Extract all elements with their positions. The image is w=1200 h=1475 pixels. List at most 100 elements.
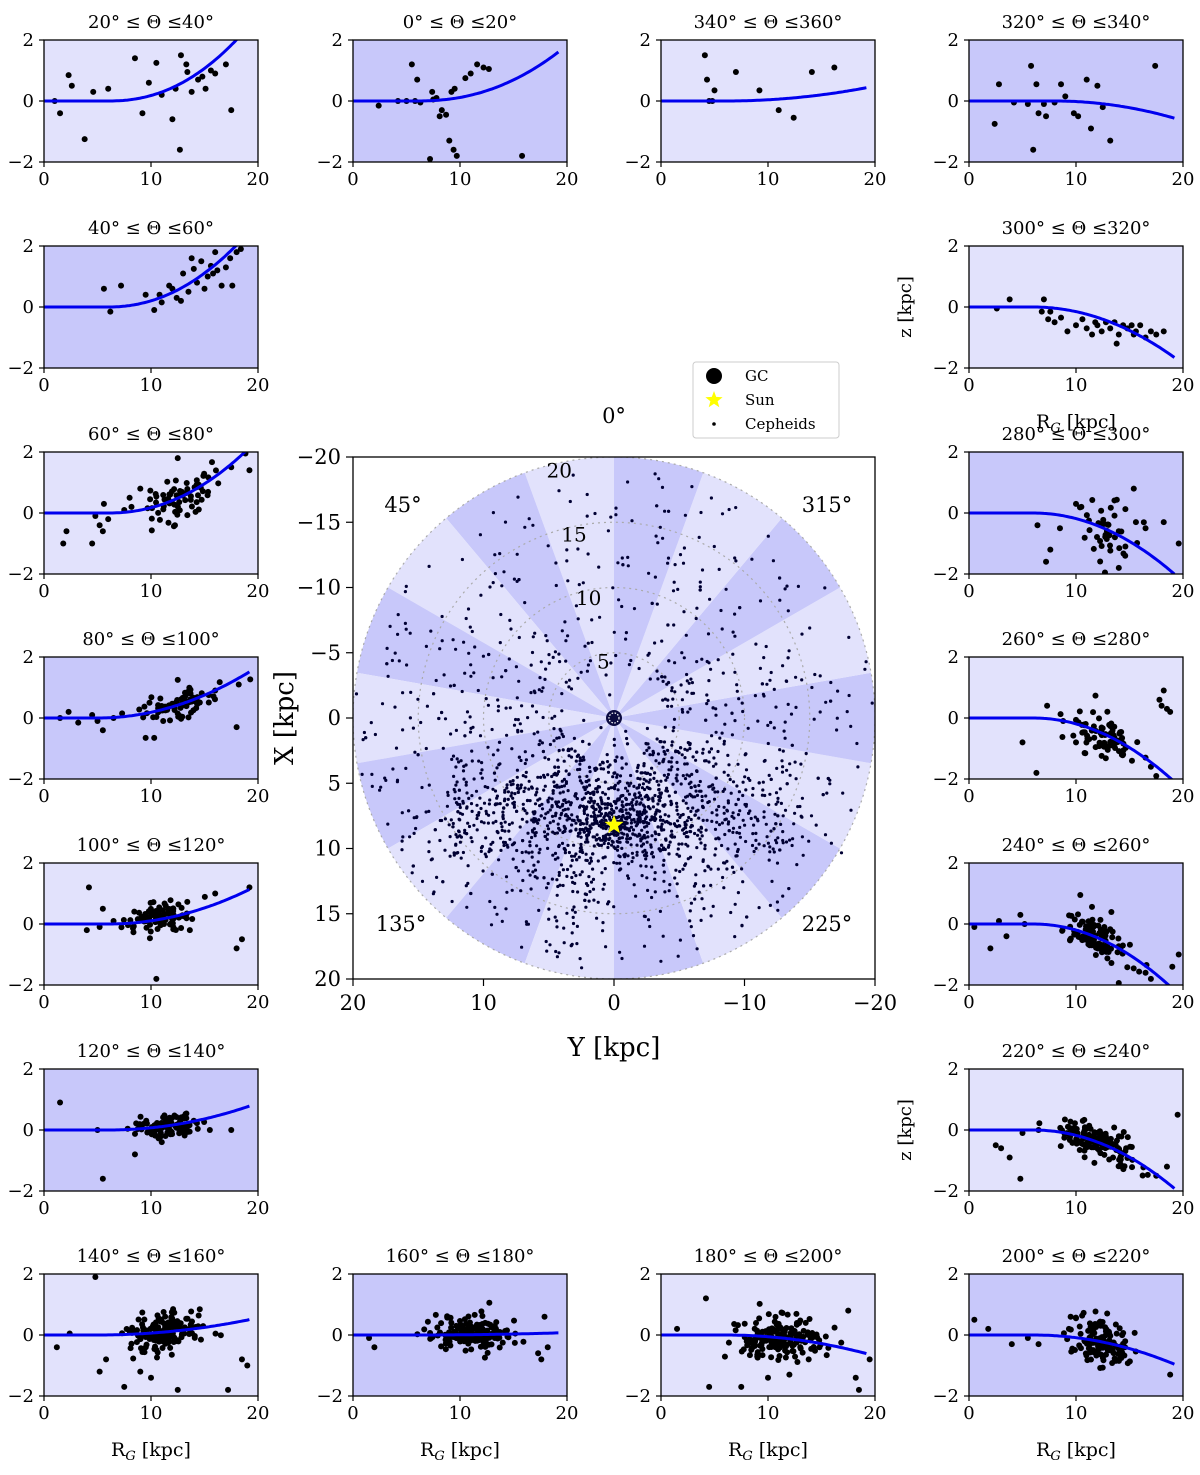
cepheid-point xyxy=(455,835,459,839)
cepheid-point xyxy=(503,820,507,824)
x-tick-label: 10 xyxy=(449,169,472,190)
cepheid-point xyxy=(655,504,659,508)
cepheid-point xyxy=(452,787,456,792)
cepheid-point xyxy=(726,801,731,805)
cepheid-point xyxy=(645,824,649,828)
cepheid-point xyxy=(629,821,634,825)
cepheid-point xyxy=(670,686,674,690)
cepheid-point xyxy=(615,861,619,865)
cepheid-point xyxy=(556,856,560,860)
data-point xyxy=(797,1317,804,1324)
cepheid-point xyxy=(635,850,639,854)
cepheid-point xyxy=(705,659,709,664)
cepheid-point xyxy=(593,821,597,825)
cepheid-point xyxy=(648,753,652,757)
cepheid-point xyxy=(588,890,592,894)
cepheid-point xyxy=(712,544,716,549)
cepheid-point xyxy=(716,749,720,754)
cepheid-point xyxy=(607,833,611,837)
cepheid-point xyxy=(776,800,780,804)
cepheid-point xyxy=(693,897,697,901)
data-point xyxy=(1105,521,1112,528)
cepheid-point xyxy=(683,762,687,766)
cepheid-point xyxy=(456,810,460,814)
data-point xyxy=(1098,507,1105,514)
cepheid-point xyxy=(554,949,558,954)
data-point xyxy=(137,1368,144,1375)
data-point xyxy=(1107,137,1114,144)
cepheid-point xyxy=(780,759,784,763)
cepheid-point xyxy=(675,882,679,886)
cepheid-point xyxy=(520,850,524,855)
cepheid-point xyxy=(534,831,538,835)
cepheid-point xyxy=(496,748,500,752)
panel-data xyxy=(44,1099,250,1182)
x-tick-label: 10 xyxy=(1065,375,1088,396)
cepheid-point xyxy=(510,791,514,795)
data-point xyxy=(496,1344,503,1351)
cepheid-point xyxy=(685,773,689,777)
cepheid-point xyxy=(629,843,633,847)
data-point xyxy=(123,1325,130,1332)
cepheid-point xyxy=(735,683,739,687)
cepheid-point xyxy=(810,685,814,690)
cepheid-point xyxy=(714,730,718,734)
cepheid-point xyxy=(624,631,629,635)
cepheid-point xyxy=(642,764,646,768)
cepheid-point xyxy=(673,790,678,794)
data-point xyxy=(238,936,245,943)
cepheid-point xyxy=(659,825,663,829)
x-tick-label: 20 xyxy=(247,1198,270,1219)
data-point xyxy=(538,1356,545,1363)
cepheid-point xyxy=(689,780,693,784)
cepheid-point xyxy=(530,855,534,859)
cepheid-point xyxy=(625,811,629,815)
angle-label: 45° xyxy=(384,493,421,517)
data-point xyxy=(1160,328,1167,335)
cepheid-point xyxy=(491,676,495,680)
cepheid-point xyxy=(664,837,668,841)
cepheid-point xyxy=(521,878,525,883)
data-point xyxy=(1102,755,1109,762)
y-tick-label: 0 xyxy=(640,1325,651,1346)
data-point xyxy=(142,915,149,922)
cepheid-point xyxy=(557,489,561,493)
cepheid-point xyxy=(660,675,664,679)
cepheid-point xyxy=(629,658,633,663)
cepheid-point xyxy=(557,785,562,789)
cepheid-point xyxy=(516,495,520,499)
cepheid-point xyxy=(574,821,578,825)
cepheid-point xyxy=(415,815,419,819)
cepheid-point xyxy=(529,691,533,695)
cepheid-point xyxy=(677,842,681,846)
cepheid-point xyxy=(564,639,568,643)
data-point xyxy=(153,1354,160,1361)
y-tick-label: 0 xyxy=(23,914,34,935)
data-point xyxy=(1081,1147,1088,1154)
cepheid-point xyxy=(370,772,374,777)
cepheid-point xyxy=(738,825,742,830)
cepheid-point xyxy=(546,832,550,836)
cepheid-point xyxy=(626,789,630,793)
cepheid-point xyxy=(561,808,565,812)
cepheid-point xyxy=(608,693,612,697)
data-point xyxy=(247,676,254,683)
cepheid-point xyxy=(740,924,744,928)
data-point xyxy=(852,1374,859,1381)
legend-sun-marker xyxy=(705,391,723,408)
cepheid-point xyxy=(750,843,755,848)
cepheid-point xyxy=(468,715,472,719)
x-tick-label: 0 xyxy=(38,169,49,190)
cepheid-point xyxy=(587,899,591,903)
data-point xyxy=(444,1314,451,1321)
cepheid-point xyxy=(612,809,616,813)
data-point xyxy=(1061,1134,1068,1141)
cepheid-point xyxy=(732,870,736,875)
cepheid-point xyxy=(594,787,598,791)
data-point xyxy=(971,924,978,931)
data-point xyxy=(1035,1341,1042,1348)
cepheid-point xyxy=(659,792,663,796)
cepheid-point xyxy=(836,689,840,693)
cepheid-point xyxy=(828,782,832,786)
